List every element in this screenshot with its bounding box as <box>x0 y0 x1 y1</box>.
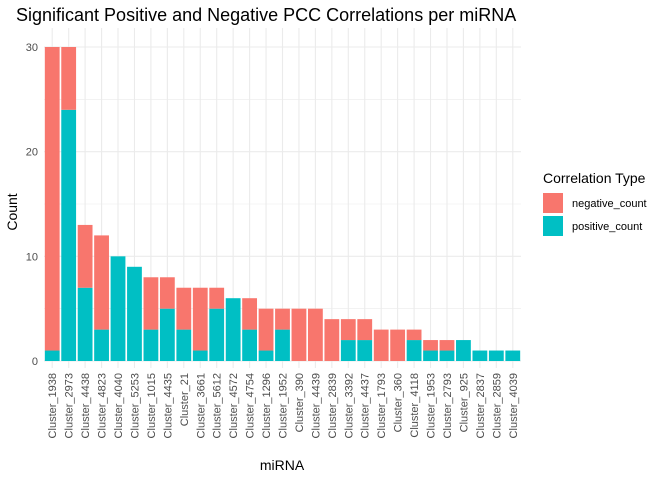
bar-negative-Cluster_4823 <box>94 235 109 330</box>
x-tick-label: Cluster_21 <box>179 373 191 426</box>
x-tick-label: Cluster_2793 <box>442 373 454 438</box>
bar-positive-Cluster_3392 <box>340 340 356 361</box>
x-axis-label: miRNA <box>260 457 305 473</box>
bar-negative-Cluster_390 <box>291 308 307 361</box>
bar-negative-Cluster_360 <box>390 329 406 361</box>
bar-positive-Cluster_4572 <box>225 298 241 361</box>
bar-negative-Cluster_4118 <box>406 329 422 341</box>
bar-negative-Cluster_2839 <box>324 319 340 361</box>
y-tick-label: 20 <box>26 147 38 159</box>
legend-label-negative: negative_count <box>572 198 647 210</box>
bar-positive-Cluster_1296 <box>258 350 274 361</box>
x-tick-label: Cluster_2839 <box>327 373 339 438</box>
bar-negative-Cluster_1953 <box>423 340 438 351</box>
x-tick-label: Cluster_1952 <box>278 373 290 438</box>
bar-negative-Cluster_2973 <box>61 47 77 110</box>
x-tick-label: Cluster_925 <box>458 373 470 432</box>
x-tick-label: Cluster_1793 <box>376 373 388 438</box>
bar-positive-Cluster_5612 <box>209 308 225 361</box>
x-tick-label: Cluster_1938 <box>47 373 59 438</box>
legend-key-positive <box>543 216 563 236</box>
bar-positive-Cluster_4438 <box>77 287 93 361</box>
bar-positive-Cluster_4118 <box>406 340 422 361</box>
x-tick-label: Cluster_3392 <box>343 373 355 438</box>
x-tick-label: Cluster_2837 <box>475 373 487 438</box>
bar-negative-Cluster_2793 <box>439 340 455 351</box>
y-axis-label: Count <box>4 193 20 230</box>
bar-positive-Cluster_4754 <box>242 329 258 361</box>
x-tick-label: Cluster_1015 <box>146 373 158 438</box>
x-tick-label: Cluster_1296 <box>261 373 273 438</box>
x-tick-label: Cluster_4754 <box>245 373 257 438</box>
x-tick-label: Cluster_3661 <box>195 373 207 438</box>
x-tick-label: Cluster_4572 <box>228 373 240 438</box>
bars <box>44 47 521 361</box>
x-tick-label: Cluster_5612 <box>212 373 224 438</box>
bar-negative-Cluster_4438 <box>77 224 93 288</box>
bar-positive-Cluster_1952 <box>275 329 290 361</box>
x-tick-label: Cluster_4118 <box>409 373 421 438</box>
bar-positive-Cluster_21 <box>176 329 192 361</box>
bar-positive-Cluster_2837 <box>472 350 488 361</box>
bar-positive-Cluster_2973 <box>61 109 77 361</box>
bar-negative-Cluster_4435 <box>159 277 175 309</box>
bar-positive-Cluster_1953 <box>423 350 438 361</box>
legend-label-positive: positive_count <box>572 221 642 233</box>
bar-positive-Cluster_4435 <box>159 308 175 361</box>
x-tick-label: Cluster_4438 <box>80 373 92 438</box>
bar-negative-Cluster_1015 <box>143 277 159 330</box>
bar-negative-Cluster_3661 <box>192 287 208 351</box>
bar-negative-Cluster_4437 <box>357 319 373 341</box>
legend: Correlation Type negative_count positive… <box>543 170 647 236</box>
bar-positive-Cluster_1015 <box>143 329 159 361</box>
x-tick-label: Cluster_2973 <box>64 373 76 438</box>
y-axis-ticks: 0 10 20 30 <box>26 42 38 368</box>
x-axis-ticks: Cluster_1938 Cluster_2973 Cluster_4438 Clus… <box>47 373 520 438</box>
x-tick-label: Cluster_4039 <box>508 373 520 438</box>
bar-positive-Cluster_4823 <box>94 329 109 361</box>
bar-negative-Cluster_1938 <box>44 47 60 351</box>
y-tick-label: 0 <box>32 356 38 368</box>
bar-positive-Cluster_4039 <box>505 350 521 361</box>
x-tick-label: Cluster_5253 <box>129 373 141 438</box>
bar-negative-Cluster_21 <box>176 287 192 330</box>
legend-key-negative <box>543 193 563 213</box>
bar-negative-Cluster_1793 <box>373 329 389 361</box>
x-tick-label: Cluster_4823 <box>97 373 109 438</box>
bar-negative-Cluster_3392 <box>340 319 356 341</box>
bar-negative-Cluster_4754 <box>242 298 258 330</box>
x-tick-label: Cluster_1953 <box>426 373 438 438</box>
bar-positive-Cluster_3661 <box>192 350 208 361</box>
x-tick-label: Cluster_360 <box>393 373 405 432</box>
y-tick-label: 30 <box>26 42 38 54</box>
chart-title: Significant Positive and Negative PCC Co… <box>16 5 517 25</box>
bar-positive-Cluster_4437 <box>357 340 373 361</box>
y-tick-label: 10 <box>26 251 38 263</box>
bar-negative-Cluster_4439 <box>307 308 323 361</box>
bar-positive-Cluster_1938 <box>44 350 60 361</box>
x-tick-label: Cluster_2859 <box>491 373 503 438</box>
x-tick-label: Cluster_390 <box>294 373 306 432</box>
bar-positive-Cluster_925 <box>456 340 471 361</box>
bar-negative-Cluster_1296 <box>258 308 274 351</box>
bar-positive-Cluster_2793 <box>439 350 455 361</box>
bar-negative-Cluster_5612 <box>209 287 225 309</box>
bar-positive-Cluster_2859 <box>488 350 504 361</box>
legend-title: Correlation Type <box>543 170 646 186</box>
x-tick-label: Cluster_4435 <box>162 373 174 438</box>
x-tick-label: Cluster_4439 <box>310 373 322 438</box>
x-tick-label: Cluster_4437 <box>360 373 372 438</box>
x-tick-label: Cluster_4040 <box>113 373 125 438</box>
bar-positive-Cluster_4040 <box>110 256 126 361</box>
bar-positive-Cluster_5253 <box>127 266 142 361</box>
bar-negative-Cluster_1952 <box>275 308 290 330</box>
